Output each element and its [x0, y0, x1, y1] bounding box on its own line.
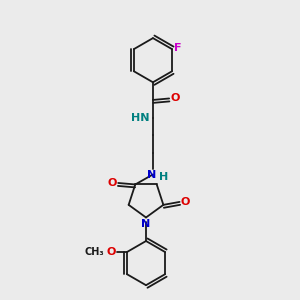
- Text: O: O: [108, 178, 117, 188]
- Text: N: N: [147, 170, 156, 180]
- Text: O: O: [106, 247, 116, 257]
- Text: H: H: [159, 172, 169, 182]
- Text: O: O: [181, 197, 190, 207]
- Text: CH₃: CH₃: [85, 247, 104, 257]
- Text: HN: HN: [131, 113, 149, 123]
- Text: F: F: [174, 43, 182, 53]
- Text: N: N: [141, 219, 151, 229]
- Text: O: O: [170, 94, 180, 103]
